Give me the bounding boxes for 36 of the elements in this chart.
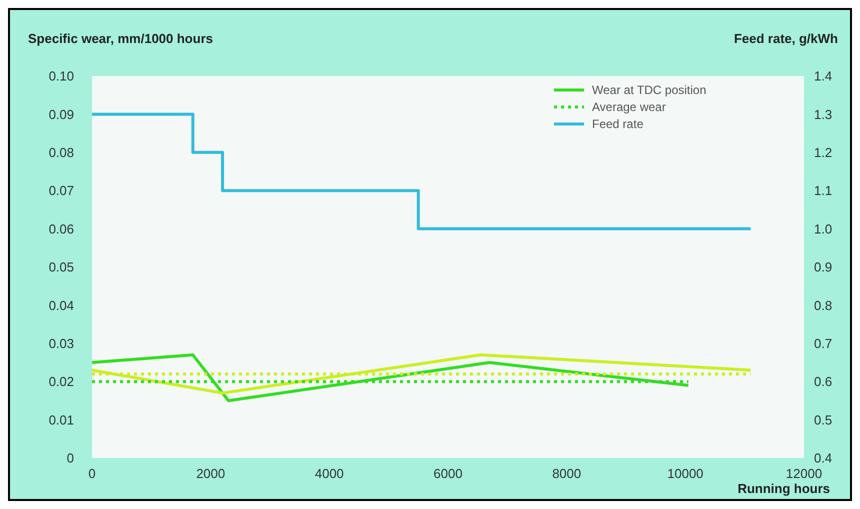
x-tick-label: 10000 — [667, 466, 704, 481]
y2-tick-label: 0.6 — [814, 374, 832, 390]
y-tick-label: 0.09 — [48, 106, 74, 122]
x-axis-title: Running hours — [738, 481, 830, 496]
legend-label: Wear at TDC position — [592, 83, 706, 98]
y-tick-label: 0.10 — [48, 68, 74, 84]
y-tick-label: 0.01 — [48, 412, 74, 428]
y2-tick-label: 1.2 — [814, 144, 832, 160]
y2-tick-label: 0.7 — [814, 336, 832, 351]
x-tick-label: 4000 — [314, 466, 344, 481]
y-tick-label: 0.03 — [48, 336, 74, 351]
y2-tick-label: 1.4 — [814, 68, 832, 84]
y2-tick-label: 0.4 — [814, 450, 832, 466]
y2-tick-label: 0.9 — [814, 260, 832, 275]
legend-label: Average wear — [592, 100, 666, 114]
x-tick-label: 6000 — [434, 466, 462, 481]
y-tick-label: 0 — [66, 450, 74, 466]
y2-tick-label: 1.1 — [814, 183, 832, 198]
y2-tick-label: 0.8 — [814, 298, 832, 313]
y-tick-label: 0.02 — [48, 374, 74, 390]
y2-tick-label: 1.3 — [814, 106, 832, 122]
x-tick-label: 8000 — [552, 466, 582, 481]
y-tick-label: 0.07 — [48, 183, 74, 198]
x-tick-label: 12000 — [786, 466, 822, 481]
line-series — [90, 353, 690, 402]
y-tick-label: 0.06 — [48, 221, 74, 236]
y-tick-label: 0.08 — [48, 144, 74, 160]
y2-tick-label: 0.5 — [814, 412, 832, 428]
y2-axis-title: Feed rate, g/kWh — [734, 31, 838, 46]
y2-tick-label: 1.0 — [814, 221, 832, 236]
y-tick-label: 0.04 — [48, 298, 74, 313]
x-tick-label: 2000 — [196, 466, 226, 481]
y-axis-title: Specific wear, mm/1000 hours — [28, 31, 213, 46]
y-tick-label: 0.05 — [48, 260, 74, 275]
x-tick-label: 0 — [88, 466, 96, 481]
legend-label: Feed rate — [592, 117, 644, 132]
